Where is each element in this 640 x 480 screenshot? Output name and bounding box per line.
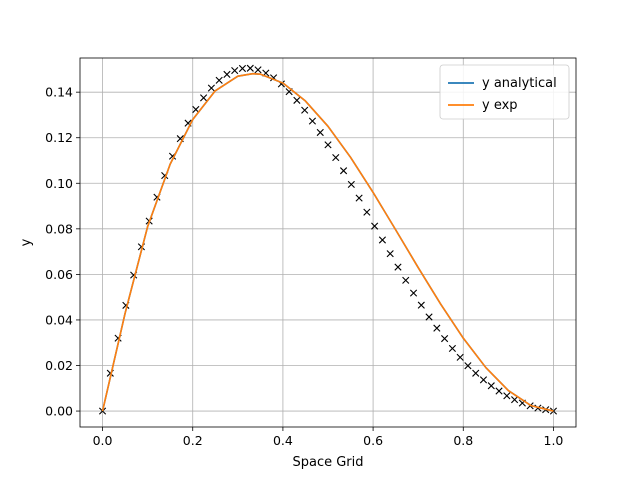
data-point-marker — [363, 208, 371, 216]
data-point-marker — [456, 353, 464, 361]
series-line — [101, 72, 554, 412]
x-axis-label: Space Grid — [292, 455, 363, 470]
data-point-marker — [487, 382, 495, 390]
y-tick-label: 0.02 — [45, 358, 73, 373]
data-point-marker — [386, 250, 394, 258]
data-point-marker — [495, 387, 503, 395]
legend-label: y analytical — [482, 76, 557, 91]
data-point-marker — [472, 369, 480, 377]
data-point-marker — [433, 324, 441, 332]
data-point-marker — [417, 301, 425, 309]
data-point-marker — [479, 376, 488, 384]
data-point-marker — [347, 180, 355, 189]
data-point-marker — [324, 141, 332, 149]
data-point-marker — [355, 194, 363, 202]
x-tick-label: 0.6 — [363, 433, 383, 448]
data-point-marker — [402, 276, 410, 284]
legend-label: y exp — [482, 98, 518, 113]
y-tick-label: 0.04 — [45, 312, 73, 327]
axis-ticks: 0.0 0.2 0.4 0.6 0.8 1.0 0.00 0.02 0.04 0.06 0.08 0.… — [45, 85, 563, 448]
data-point-marker — [200, 94, 208, 102]
data-point-marker — [409, 289, 418, 297]
data-point-marker — [316, 128, 324, 137]
x-tick-label: 0.4 — [273, 433, 293, 448]
data-point-marker — [464, 362, 472, 370]
grid — [80, 58, 576, 427]
x-tick-label: 0.8 — [453, 433, 473, 448]
plot-frame — [79, 57, 577, 428]
data-point-marker — [448, 344, 456, 353]
x-tick-label: 0.0 — [93, 433, 113, 448]
data-point-marker — [394, 263, 402, 271]
legend: y analytical y exp — [439, 64, 570, 120]
x-tick-label: 1.0 — [544, 433, 564, 448]
y-tick-label: 0.06 — [45, 267, 73, 282]
data-point-marker — [503, 392, 511, 400]
data-point-marker — [231, 66, 239, 75]
y-tick-label: 0.00 — [45, 404, 73, 419]
data-point-marker — [441, 335, 449, 343]
plot-series — [98, 64, 558, 415]
y-tick-label: 0.08 — [45, 221, 73, 236]
data-point-marker — [293, 96, 301, 104]
data-point-marker — [549, 407, 558, 415]
data-point-marker — [332, 153, 340, 162]
data-point-marker — [339, 167, 348, 175]
y-tick-label: 0.14 — [45, 85, 73, 100]
data-point-marker — [425, 313, 433, 321]
data-point-marker — [308, 117, 317, 125]
data-point-marker — [246, 64, 254, 72]
data-point-marker — [301, 106, 309, 114]
data-point-marker — [238, 64, 247, 73]
data-point-marker — [254, 66, 262, 74]
data-point-marker — [223, 70, 231, 78]
data-point-marker — [215, 76, 223, 84]
y-tick-label: 0.10 — [45, 176, 73, 191]
data-point-marker — [510, 396, 519, 404]
data-point-marker — [371, 222, 379, 230]
data-point-marker — [207, 84, 215, 92]
y-axis-label: y — [19, 238, 34, 246]
x-tick-label: 0.2 — [183, 433, 203, 448]
data-point-marker — [378, 236, 387, 244]
y-tick-label: 0.12 — [45, 130, 73, 145]
